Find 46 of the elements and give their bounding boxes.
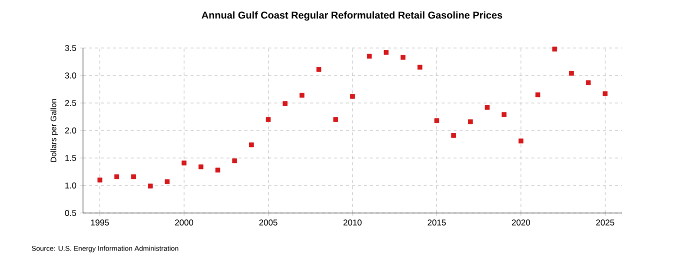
point (232, 158, 237, 164)
point (586, 80, 591, 86)
point (484, 105, 490, 110)
y-tick-label: 3.5 (65, 45, 76, 51)
point (384, 50, 389, 55)
point (131, 174, 136, 180)
y-tick-label: 3.0 (65, 72, 76, 78)
point (552, 46, 558, 52)
point (266, 117, 271, 122)
point (535, 92, 540, 98)
point (434, 118, 440, 123)
x-tick-label: 2025 (596, 220, 614, 226)
point (215, 168, 220, 172)
point (350, 94, 355, 99)
point (569, 70, 574, 76)
point (468, 119, 473, 124)
point (148, 184, 153, 188)
y-tick-label: 1.5 (65, 155, 76, 161)
x-tick-label: 2005 (259, 220, 278, 226)
point (316, 67, 322, 72)
point (417, 64, 422, 70)
y-tick-label: 0.5 (65, 210, 76, 216)
point (164, 179, 170, 184)
point (300, 92, 304, 98)
x-tick-label: 2000 (175, 220, 194, 226)
point (114, 174, 120, 180)
x-tick-label: 2015 (428, 220, 446, 226)
point (451, 133, 456, 138)
x-tick-label: 2010 (344, 220, 362, 226)
point (182, 160, 186, 166)
point (333, 117, 338, 122)
point (249, 142, 254, 148)
point (602, 91, 608, 96)
y-tick-label: 2.5 (65, 100, 76, 106)
point (502, 112, 507, 117)
point (518, 138, 524, 144)
point (282, 101, 288, 106)
chart-title: Annual Gulf Coast Regular Reformulated Retail Gasoline Prices (202, 11, 502, 21)
y-tick-label: 2.0 (65, 128, 76, 134)
x-tick-label: 2020 (512, 220, 530, 226)
point (198, 164, 204, 170)
y-tick-label: 1.0 (65, 182, 76, 188)
point (400, 54, 406, 60)
x-tick-label: 1995 (91, 220, 109, 226)
point (366, 54, 372, 59)
point (97, 178, 102, 182)
